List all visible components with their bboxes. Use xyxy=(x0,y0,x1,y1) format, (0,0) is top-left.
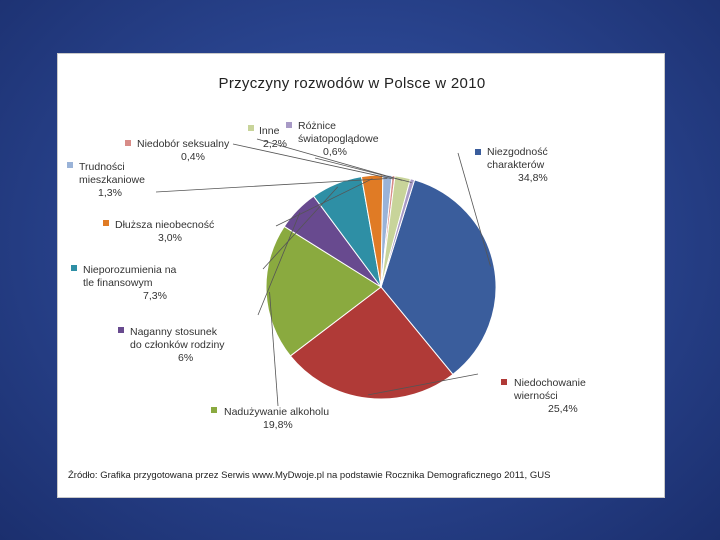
slice-value-label: 19,8% xyxy=(263,419,293,431)
slice-label: Trudności xyxy=(79,161,125,173)
slice-value-label: 25,4% xyxy=(548,403,578,415)
legend-marker xyxy=(286,122,292,128)
slice-value-label: 0,4% xyxy=(181,151,205,163)
slice-label: Niedochowanie xyxy=(514,377,586,389)
chart-title: Przyczyny rozwodów w Polsce w 2010 xyxy=(219,75,486,92)
slice-label: Różnice xyxy=(298,120,336,132)
slice-label: światopoglądowe xyxy=(298,133,379,145)
slice-value-label: 3,0% xyxy=(158,232,182,244)
pie-slice xyxy=(265,225,382,357)
slice-label: charakterów xyxy=(487,159,545,171)
slice-label: Dłuższa nieobecność xyxy=(115,219,214,231)
legend-marker xyxy=(248,125,254,131)
leader-line xyxy=(256,138,403,181)
legend-marker xyxy=(103,220,109,226)
slice-label: wierności xyxy=(513,390,558,402)
legend-marker xyxy=(475,149,481,155)
slice-label: Niezgodność xyxy=(487,146,548,158)
slice-value-label: 34,8% xyxy=(518,172,548,184)
slice-label: Nieporozumienia na xyxy=(83,264,177,276)
slice-label: Inne xyxy=(259,125,280,137)
slice-value-label: 1,3% xyxy=(98,187,122,199)
leader-line xyxy=(275,178,373,227)
slice-value-label: 2,2% xyxy=(263,138,287,150)
legend-marker xyxy=(67,162,73,168)
pie-slice xyxy=(380,179,497,376)
slice-value-label: 6% xyxy=(178,352,193,364)
chart-source: Źródło: Grafika przygotowana przez Serwi… xyxy=(68,470,550,481)
pie-slice xyxy=(289,286,454,400)
legend-marker xyxy=(71,265,77,271)
leader-line xyxy=(257,212,301,316)
legend-marker xyxy=(211,407,217,413)
legend-marker xyxy=(125,140,131,146)
slice-label: tle finansowym xyxy=(83,277,153,289)
chart-frame: Przyczyny rozwodów w Polsce w 2010 Niezg… xyxy=(57,53,665,498)
slice-label: Niedobór seksualny xyxy=(137,138,230,150)
leader-line xyxy=(269,291,279,407)
slice-value-label: 7,3% xyxy=(143,290,167,302)
pie-slice xyxy=(380,178,416,288)
legend-marker xyxy=(118,327,124,333)
leader-line xyxy=(457,152,491,267)
slice-label: Nadużywanie alkoholu xyxy=(224,406,329,418)
slice-label: do członków rodziny xyxy=(130,339,225,351)
leader-line xyxy=(155,178,388,193)
slice-label: Naganny stosunek xyxy=(130,326,218,338)
leader-line xyxy=(232,143,394,180)
pie-chart: Przyczyny rozwodów w Polsce w 2010 Niezg… xyxy=(67,75,586,481)
legend-marker xyxy=(501,379,507,385)
leader-line xyxy=(368,373,479,396)
leader-line xyxy=(314,157,412,183)
leader-line xyxy=(262,186,339,270)
slice-label: mieszkaniowe xyxy=(79,174,145,186)
slice-value-label: 0,6% xyxy=(323,146,347,158)
